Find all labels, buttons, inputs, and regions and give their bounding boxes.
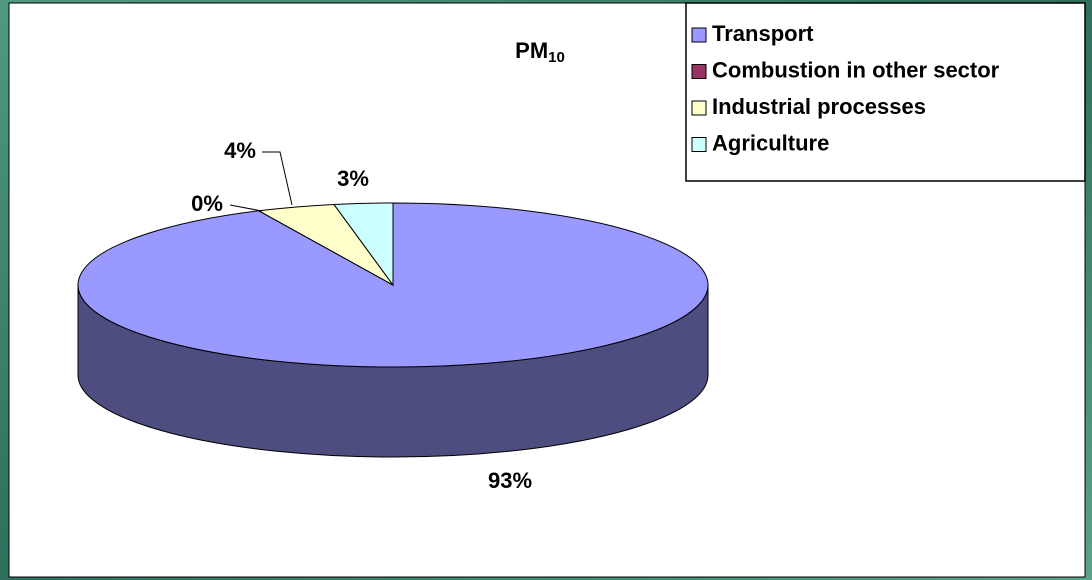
legend-marker bbox=[691, 27, 707, 43]
slice bbox=[333, 202, 394, 287]
pie bbox=[77, 202, 709, 458]
legend-label: Industrial processes bbox=[712, 94, 926, 119]
leader-line bbox=[262, 151, 293, 206]
data-label: 4% bbox=[224, 138, 256, 163]
legend bbox=[685, 2, 1086, 182]
data-label: 0% bbox=[191, 191, 223, 216]
legend-marker bbox=[691, 100, 707, 116]
legend-label: Transport bbox=[712, 21, 814, 46]
legend-label: Agriculture bbox=[712, 130, 829, 155]
legend-label: Combustion in other sector bbox=[712, 57, 1000, 82]
legend-marker bbox=[691, 64, 707, 79]
legend-marker bbox=[691, 137, 707, 152]
data-label: 3% bbox=[337, 166, 369, 191]
data-label: 93% bbox=[488, 468, 532, 493]
leader-line bbox=[229, 204, 263, 212]
